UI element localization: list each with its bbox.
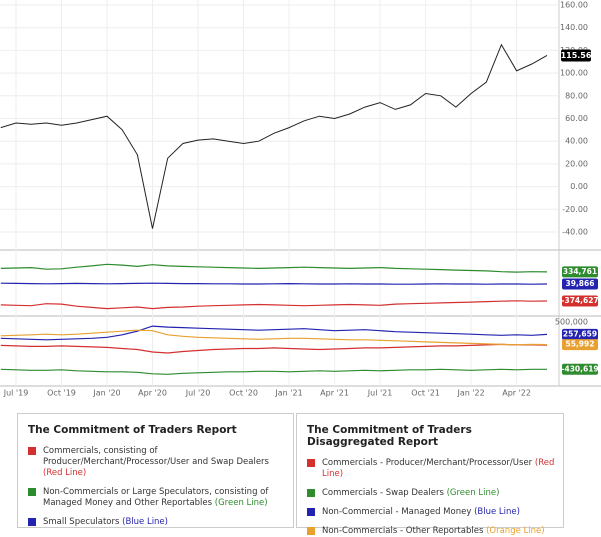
legend-note: (Blue Line) — [474, 507, 520, 517]
end-value-box — [562, 278, 598, 290]
legend-name: Commercials, consisting of Producer/Merc… — [43, 446, 269, 467]
end-value-label: 55,992 — [566, 340, 595, 349]
legend-item: Commercials - Swap Dealers (Green Line) — [307, 488, 555, 499]
legend-note: (Red Line) — [322, 458, 555, 479]
y-tick-label: 140.00 — [560, 23, 588, 32]
legend-swatch — [307, 527, 315, 535]
legend-note: (Green Line) — [446, 488, 500, 498]
series-line — [0, 300, 548, 310]
legend-note: (Green Line) — [214, 498, 268, 508]
y-tick-label: 20.00 — [565, 159, 588, 168]
end-value-box — [562, 328, 598, 340]
legend-swatch — [28, 488, 36, 496]
legend-note: (Blue Line) — [122, 517, 168, 527]
end-value-box — [562, 295, 598, 307]
legend-text: Commercials, consisting of Producer/Merc… — [43, 446, 285, 479]
x-tick-label: Jan '22 — [456, 389, 484, 398]
y-tick-label: -40.00 — [562, 228, 588, 237]
legend-text: Commercials - Producer/Merchant/Processo… — [322, 458, 555, 480]
series-line — [0, 282, 548, 285]
legend-name: Commercials - Swap Dealers — [322, 488, 444, 498]
end-value-label: 257,659 — [563, 329, 597, 338]
legend-item: Commercials - Producer/Merchant/Processo… — [307, 458, 555, 480]
y-tick-label: 40.00 — [565, 137, 588, 146]
legend-swatch — [28, 518, 36, 526]
legend-text: Commercials - Swap Dealers (Green Line) — [322, 488, 499, 499]
x-tick-label: Jul '21 — [367, 389, 393, 398]
series-line — [0, 43, 548, 229]
legend-swatch — [307, 459, 315, 467]
x-tick-label: Jul '20 — [185, 389, 211, 398]
legend-swatch — [307, 489, 315, 497]
end-value-box — [562, 339, 598, 351]
legend-swatch — [28, 447, 36, 455]
y-tick-label: -20.00 — [562, 205, 588, 214]
end-value-box — [562, 363, 598, 375]
legend-swatch — [307, 508, 315, 516]
legend-item: Small Speculators (Blue Line) — [28, 517, 285, 528]
legend-item: Commercials, consisting of Producer/Merc… — [28, 446, 285, 479]
legend-title: The Commitment of Traders Disaggregated … — [307, 424, 472, 448]
y-tick-label: 500,000 — [555, 318, 588, 327]
y-tick-label: 160.00 — [560, 1, 588, 10]
legend-name: Small Speculators — [43, 517, 120, 527]
y-tick-label: 100.00 — [560, 69, 588, 78]
y-tick-label: 80.00 — [565, 91, 588, 100]
end-value-label: -374,627 — [561, 296, 598, 305]
legend-box: The Commitment of Traders Disaggregated … — [296, 413, 564, 536]
legend-text: Small Speculators (Blue Line) — [43, 517, 168, 528]
x-tick-label: Oct '19 — [47, 389, 76, 398]
legend-title: The Commitment of Traders Report — [28, 424, 237, 436]
legend-item: Non-Commercial - Managed Money (Blue Lin… — [307, 507, 555, 518]
x-tick-label: Oct '20 — [229, 389, 258, 398]
legend-note: (Red Line) — [43, 468, 87, 478]
y-tick-label: 60.00 — [565, 114, 588, 123]
series-line — [0, 325, 548, 341]
legend-text: Non-Commercial - Managed Money (Blue Lin… — [322, 507, 520, 518]
legend-name: Non-Commercial - Managed Money — [322, 507, 472, 517]
series-line — [0, 329, 548, 346]
end-value-box — [562, 266, 598, 278]
end-value-label: -430,619 — [561, 364, 598, 373]
last-price-box — [561, 49, 591, 62]
last-price-label: 115.56 — [561, 51, 592, 60]
x-tick-label: Apr '21 — [320, 389, 349, 398]
y-tick-label: 0.00 — [570, 182, 588, 191]
x-tick-label: Jan '21 — [274, 389, 302, 398]
series-line — [0, 263, 548, 273]
legend-box: The Commitment of Traders Report Commerci… — [17, 413, 294, 528]
x-tick-label: Apr '20 — [138, 389, 167, 398]
legend-text: Non-Commercials or Large Speculators, co… — [43, 487, 285, 509]
legend-name: Non-Commercials or Large Speculators, co… — [43, 487, 269, 508]
series-line — [0, 368, 547, 375]
legend-item: Non-Commercials or Large Speculators, co… — [28, 487, 285, 509]
x-tick-label: Apr '22 — [502, 389, 531, 398]
x-tick-label: Jan '20 — [92, 389, 120, 398]
x-tick-label: Oct '21 — [411, 389, 440, 398]
x-tick-label: Jul '19 — [3, 389, 29, 398]
legend-name: Commercials - Producer/Merchant/Processo… — [322, 458, 533, 468]
end-value-label: 334,761 — [563, 267, 597, 276]
end-value-label: 39,866 — [566, 279, 595, 288]
chart: Jul '19 Oct '19 Jan '20 Apr '20 Jul '20 Oct '… — [0, 0, 601, 398]
series-line — [0, 343, 548, 354]
